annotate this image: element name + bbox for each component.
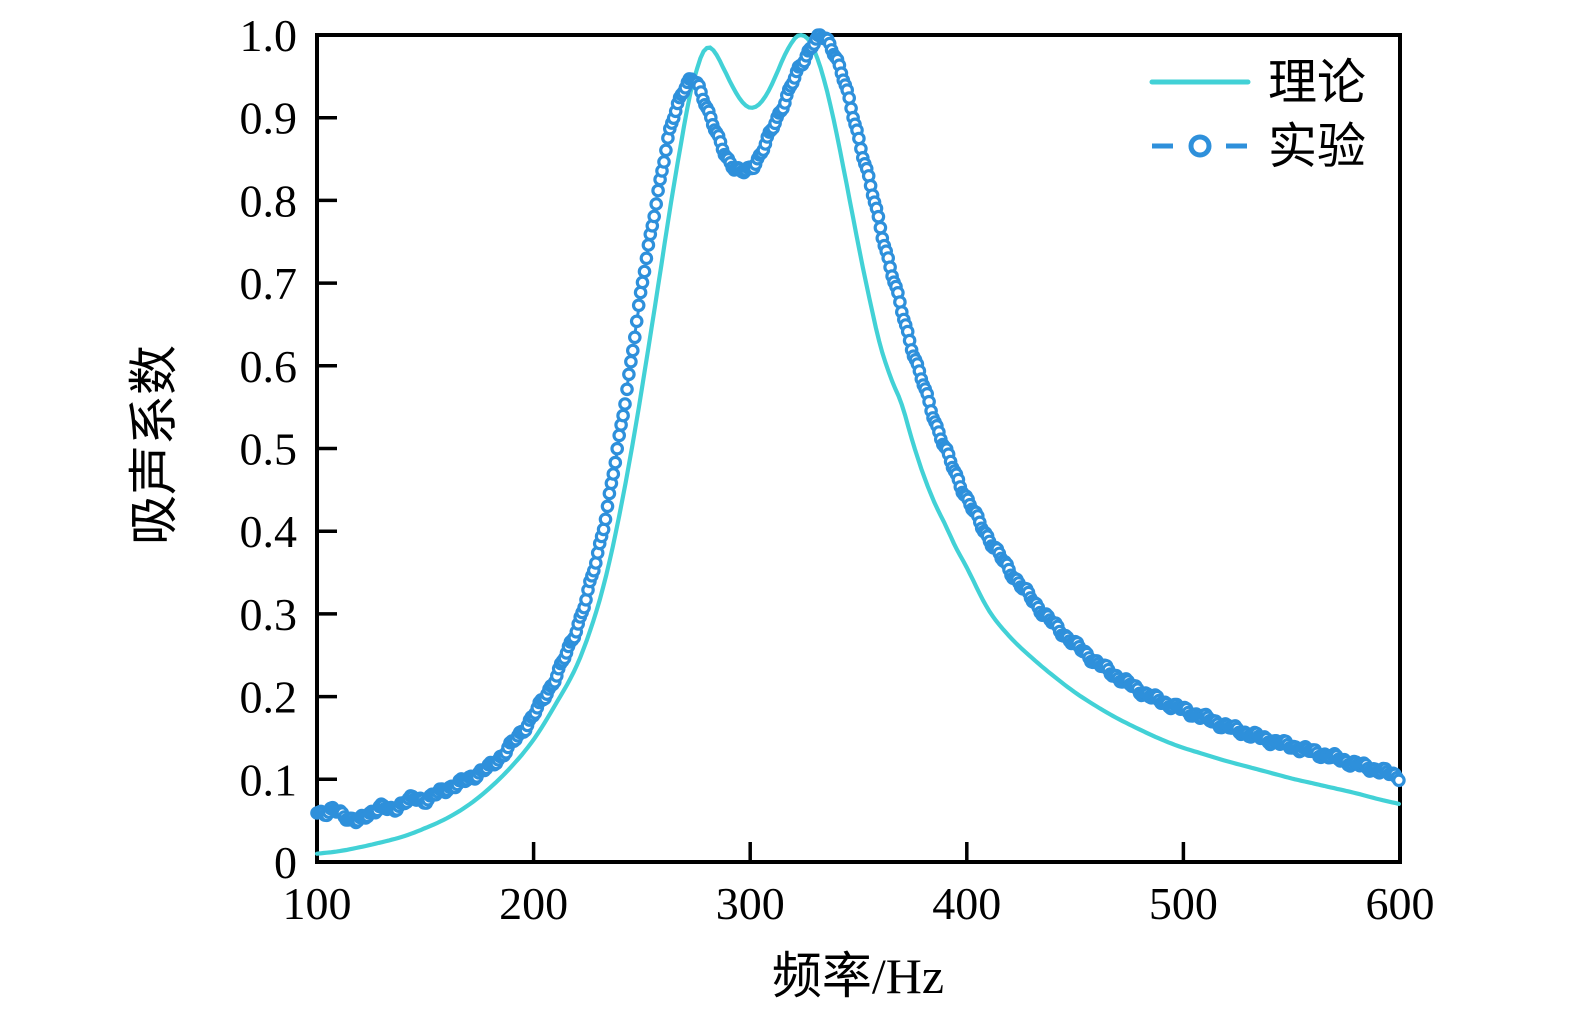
y-tick-label-0.8: 0.8 [240, 175, 298, 226]
y-tick-label-1.0: 1.0 [240, 10, 298, 61]
legend-label-theory: 理论 [1268, 54, 1367, 110]
experiment-markers [310, 28, 1406, 830]
x-tick-label-300: 300 [716, 878, 785, 929]
y-tick-label-0.3: 0.3 [240, 589, 298, 640]
legend-item-experiment: 实验 [1148, 114, 1366, 178]
legend-label-experiment: 实验 [1268, 118, 1367, 174]
x-tick-label-400: 400 [932, 878, 1001, 929]
x-tick-label-600: 600 [1366, 878, 1435, 929]
x-axis-label: 频率/Hz [771, 948, 945, 1004]
x-tick-label-200: 200 [499, 878, 568, 929]
theory-curve [314, 32, 1401, 856]
y-tick-label-0: 0 [274, 837, 297, 888]
legend-item-theory: 理论 [1148, 50, 1366, 114]
x-tick-label-500: 500 [1149, 878, 1218, 929]
y-tick-label-0.6: 0.6 [240, 341, 298, 392]
y-tick-label-0.4: 0.4 [240, 506, 298, 557]
y-axis-label: 吸声系数 [126, 345, 182, 545]
y-tick-label-0.5: 0.5 [240, 424, 298, 475]
y-tick-label-0.1: 0.1 [240, 754, 298, 805]
legend: 理论 实验 [1148, 50, 1366, 178]
y-tick-label-0.7: 0.7 [240, 258, 298, 309]
experiment-line-swatch [1152, 134, 1248, 158]
y-tick-label-0.2: 0.2 [240, 672, 298, 723]
x-tick-label-100: 100 [283, 878, 352, 929]
y-tick-label-0.9: 0.9 [240, 93, 298, 144]
theory-line-swatch [1149, 79, 1251, 85]
